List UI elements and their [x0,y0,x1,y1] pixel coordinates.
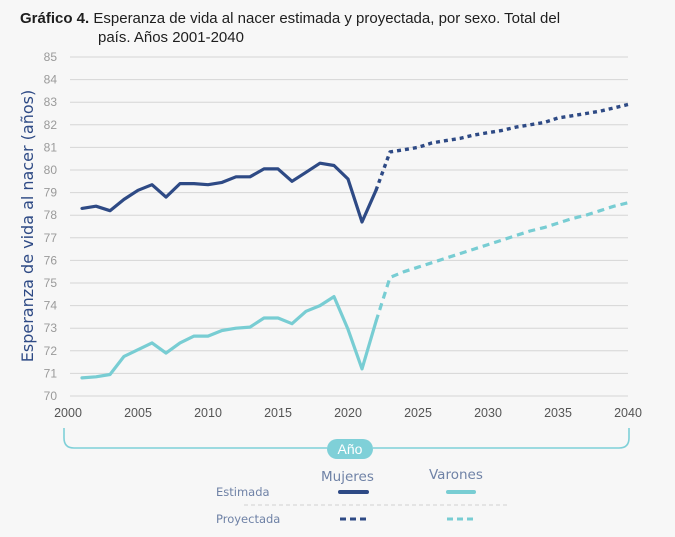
y-tick-label: 75 [44,276,58,290]
y-tick-label: 81 [44,140,58,154]
x-tick-label: 2005 [124,406,152,420]
y-tick-label: 70 [44,389,58,403]
y-tick-label: 82 [44,118,58,132]
y-tick-label: 85 [44,50,58,64]
legend-row-estimada: Estimada [216,485,270,499]
y-axis-label: Esperanza de vida al nacer (años) [18,90,37,362]
x-tick-label: 2035 [544,406,572,420]
x-tick-label: 2000 [54,406,82,420]
series-line-mujeres-proyectada [374,102,629,191]
x-tick-label: 2015 [264,406,292,420]
x-tick-label: 2030 [474,406,502,420]
series-line-varones-estimada [80,295,378,380]
y-tick-label: 72 [44,344,58,358]
series-line-varones-proyectada [374,201,629,322]
x-tick-label: 2020 [334,406,362,420]
legend-header-varones: Varones [429,467,483,483]
y-tick-label: 74 [44,299,58,313]
series-line-mujeres-estimada [80,161,378,224]
x-tick-label: 2010 [194,406,222,420]
chart-title-number: Gráfico 4. [20,10,90,27]
x-tick-label: 2040 [614,406,642,420]
legend-row-proyectada: Proyectada [216,512,281,526]
legend-header-mujeres: Mujeres [321,469,374,485]
y-tick-label: 79 [44,186,58,200]
y-tick-label: 77 [44,231,58,245]
y-tick-label: 73 [44,321,58,335]
y-tick-label: 78 [44,208,58,222]
y-tick-label: 71 [44,366,58,380]
y-tick-label: 76 [44,253,58,267]
chart-title-text-2: país. Años 2001-2040 [98,29,244,46]
y-tick-label: 80 [44,163,58,177]
x-axis-label: Año [327,439,373,459]
chart-title: Gráfico 4. Esperanza de vida al nacer es… [20,9,660,47]
x-tick-label: 2025 [404,406,432,420]
chart-title-text-1: Esperanza de vida al nacer estimada y pr… [93,10,561,27]
y-tick-label: 84 [44,73,58,87]
x-axis-bracket [63,428,630,449]
y-tick-label: 83 [44,95,58,109]
